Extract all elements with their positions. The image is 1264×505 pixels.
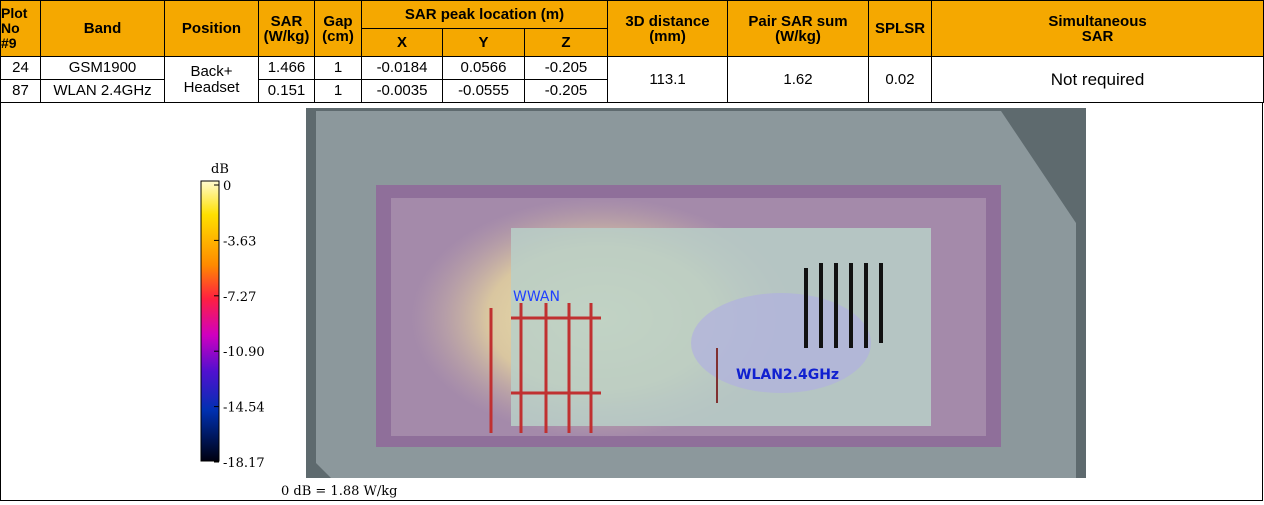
- cell: Back+ Headset: [164, 56, 259, 103]
- scale-label: -18.17: [223, 456, 265, 471]
- scale-label: -14.54: [223, 401, 265, 416]
- cell: 87: [0, 79, 41, 103]
- header: 3D distance (mm): [607, 0, 729, 57]
- wwan-label: WWAN: [513, 289, 560, 305]
- cell: -0.0555: [442, 79, 525, 103]
- cell: 1.62: [727, 56, 870, 103]
- cell: Not required: [931, 56, 1264, 103]
- cell: 0.0566: [442, 56, 525, 80]
- wwan-antenna: [489, 303, 601, 433]
- cell: WLAN 2.4GHz: [40, 79, 165, 103]
- cell: 113.1: [607, 56, 729, 103]
- sar-table: Plot No #9 Band Position SAR (W/kg) Gap …: [0, 0, 1264, 103]
- cell: -0.205: [523, 56, 609, 80]
- scale-label: -7.27: [223, 290, 256, 305]
- cell: -0.0184: [361, 56, 443, 80]
- plot-area: dB 0 -3.63 -7.27 -10.90 -14.54 -18.17 WWAN WL…: [0, 103, 1263, 501]
- sar-plot: dB 0 -3.63 -7.27 -10.90 -14.54 -18.17 WWAN WL…: [200, 108, 1086, 499]
- header: Position: [164, 0, 259, 57]
- cell: 0.02: [868, 56, 933, 103]
- header: Band: [40, 0, 165, 57]
- cell: -0.205: [523, 79, 609, 103]
- wlan-spot: [691, 293, 871, 393]
- wlan-label: WLAN2.4GHz: [736, 367, 839, 383]
- cell: 24: [0, 56, 41, 80]
- cell: 1.466: [258, 56, 315, 80]
- scale-label: -3.63: [223, 234, 256, 249]
- header: Gap (cm): [314, 0, 362, 57]
- header: SAR peak location (m): [360, 0, 609, 29]
- header: Plot No #9: [0, 0, 41, 57]
- scale-label: 0: [223, 179, 231, 194]
- header: SPLSR: [868, 0, 933, 57]
- header: Simultaneous SAR: [931, 0, 1264, 57]
- header: Y: [442, 28, 525, 57]
- unit-label: dB: [211, 162, 229, 177]
- scale-label: -10.90: [223, 345, 265, 360]
- cell: 1: [314, 79, 362, 103]
- header: Pair SAR sum (W/kg): [727, 0, 870, 57]
- cell: 1: [314, 56, 362, 80]
- cell: 0.151: [258, 79, 315, 103]
- wlan-antenna: [804, 263, 883, 348]
- cell: -0.0035: [361, 79, 443, 103]
- caption: 0 dB = 1.88 W/kg: [281, 484, 397, 499]
- header: SAR (W/kg): [258, 0, 315, 57]
- cell: GSM1900: [40, 56, 165, 80]
- color-bar: [200, 180, 220, 462]
- header: Z: [523, 28, 609, 57]
- header: X: [361, 28, 443, 57]
